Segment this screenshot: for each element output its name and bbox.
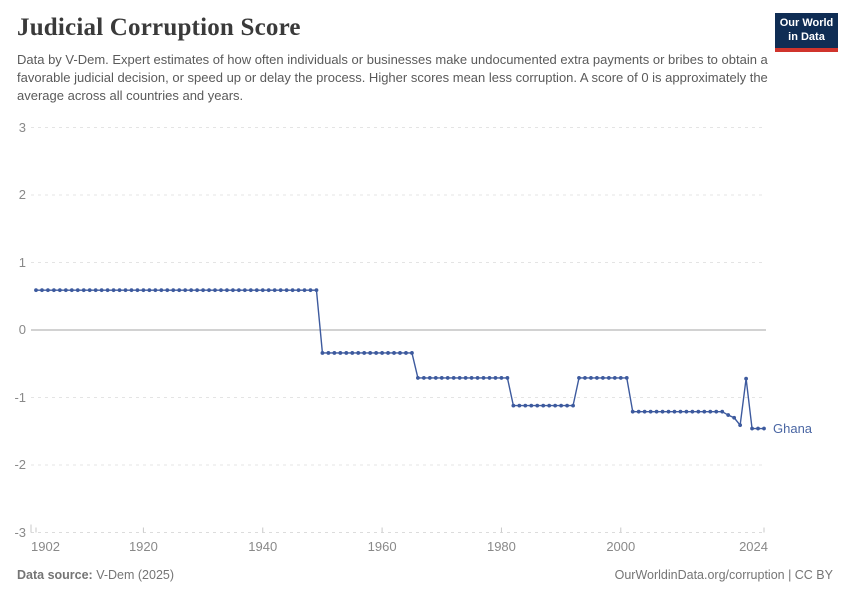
y-axis: 3 2 1 0 -1 -2 -3: [0, 0, 26, 600]
data-source: Data source: V-Dem (2025): [17, 566, 174, 584]
x-tick-label: 1940: [248, 539, 278, 554]
owid-logo-line1: Our World: [779, 17, 834, 29]
y-tick-label: 1: [18, 254, 26, 270]
chart-plot[interactable]: [0, 110, 850, 570]
owid-logo-line2: in Data: [788, 30, 825, 43]
y-tick-label: -2: [14, 457, 26, 472]
series-label-ghana[interactable]: Ghana: [773, 420, 813, 436]
y-tick-label: 3: [18, 119, 26, 135]
x-tick-label: 1960: [367, 539, 397, 554]
chart-subtitle: Data by V-Dem. Expert estimates of how o…: [17, 52, 768, 103]
y-tick-label: 2: [18, 187, 26, 202]
chart-footer: Data source: V-Dem (2025) OurWorldinData…: [0, 566, 850, 584]
x-tick-label: 1902: [31, 539, 60, 554]
y-tick-label: 0: [18, 322, 26, 337]
credit-line[interactable]: OurWorldinData.org/corruption | CC BY: [614, 568, 833, 582]
x-tick-label: 1980: [486, 539, 516, 554]
owid-logo: Our World in Data: [775, 13, 838, 52]
y-tick-label: -3: [14, 524, 26, 540]
data-source-label: Data source:: [17, 568, 93, 582]
data-source-value: V-Dem (2025): [96, 568, 175, 582]
x-tick-label: 1920: [128, 539, 158, 554]
x-tick-label: 2000: [606, 539, 636, 554]
x-axis: 1902 1920 1940 1960 1980 2000 2024: [0, 539, 850, 557]
x-tick-label: 2024: [739, 539, 768, 554]
chart-title: Judicial Corruption Score: [17, 14, 301, 41]
y-tick-label: -1: [14, 389, 26, 405]
